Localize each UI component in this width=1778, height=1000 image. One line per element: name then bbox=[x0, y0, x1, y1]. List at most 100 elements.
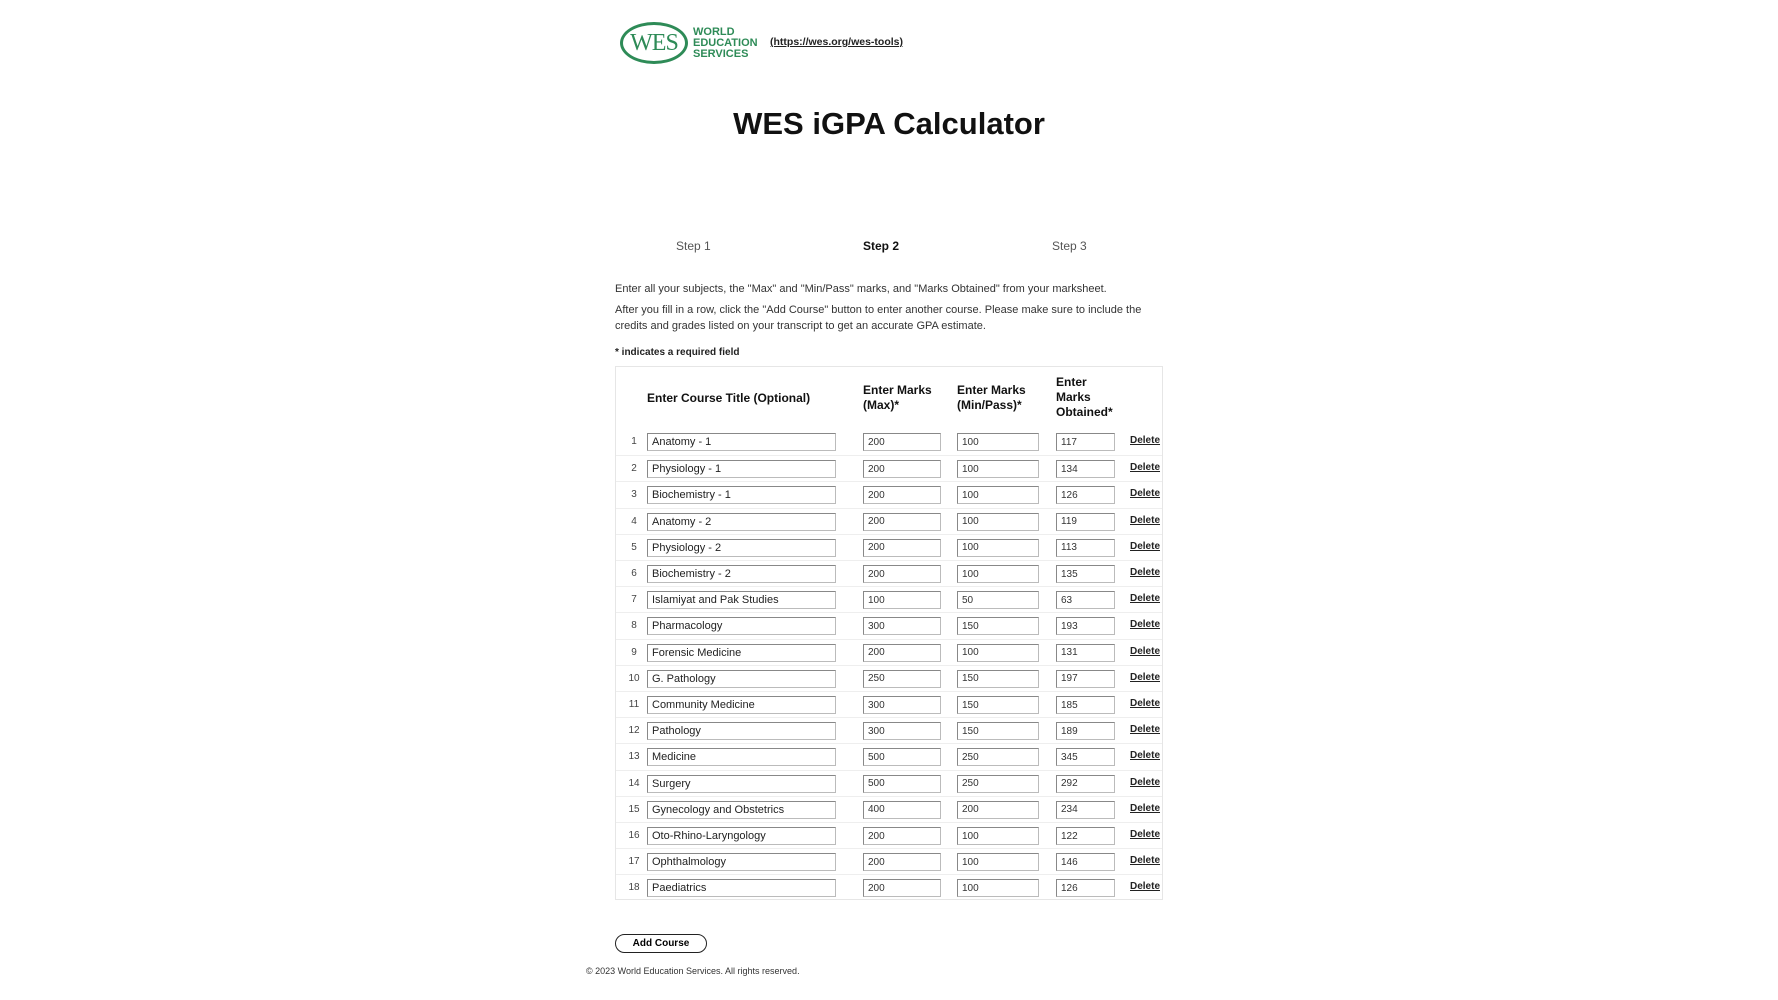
obtained-marks-input[interactable] bbox=[1056, 853, 1115, 872]
obtained-marks-input[interactable] bbox=[1056, 433, 1115, 451]
delete-row-link[interactable]: Delete bbox=[1130, 435, 1161, 446]
min-marks-input[interactable] bbox=[957, 748, 1039, 767]
obtained-marks-input[interactable] bbox=[1056, 800, 1115, 819]
max-marks-input[interactable] bbox=[863, 748, 941, 767]
min-marks-input[interactable] bbox=[957, 565, 1039, 583]
max-marks-input[interactable] bbox=[863, 486, 941, 505]
course-title-input[interactable]: G. Pathology bbox=[647, 669, 836, 688]
delete-row-link[interactable]: Delete bbox=[1130, 776, 1161, 788]
course-title-input[interactable]: Medicine bbox=[647, 748, 836, 767]
course-title-input[interactable]: Biochemistry - 2 bbox=[647, 565, 836, 583]
row-number: 9 bbox=[631, 646, 637, 658]
obtained-marks-input[interactable] bbox=[1056, 643, 1115, 662]
delete-row-link[interactable]: Delete bbox=[1130, 855, 1161, 867]
row-number: 16 bbox=[628, 830, 640, 841]
delete-row-link[interactable]: Delete bbox=[1130, 567, 1161, 578]
min-marks-input[interactable] bbox=[957, 800, 1039, 819]
min-marks-input[interactable] bbox=[957, 512, 1039, 531]
min-marks-input[interactable] bbox=[957, 591, 1039, 610]
obtained-marks-input[interactable] bbox=[1056, 696, 1115, 714]
min-marks-input[interactable] bbox=[957, 853, 1039, 872]
course-title-input[interactable]: Surgery bbox=[647, 774, 836, 793]
obtained-marks-input[interactable] bbox=[1056, 774, 1115, 793]
max-marks-input[interactable] bbox=[863, 643, 941, 662]
delete-row-link[interactable]: Delete bbox=[1130, 829, 1161, 840]
max-marks-input[interactable] bbox=[863, 591, 941, 610]
course-title-input[interactable]: Ophthalmology bbox=[647, 853, 836, 872]
min-marks-input[interactable] bbox=[957, 722, 1039, 741]
min-marks-input[interactable] bbox=[957, 879, 1039, 898]
obtained-marks-input[interactable] bbox=[1056, 669, 1115, 688]
delete-row-link[interactable]: Delete bbox=[1130, 488, 1161, 500]
delete-row-link[interactable]: Delete bbox=[1130, 698, 1161, 709]
delete-row-link[interactable]: Delete bbox=[1130, 750, 1161, 762]
course-title-input[interactable]: Paediatrics bbox=[647, 879, 836, 898]
max-marks-input[interactable] bbox=[863, 853, 941, 872]
course-title-input[interactable]: Physiology - 2 bbox=[647, 538, 836, 557]
max-marks-input[interactable] bbox=[863, 512, 941, 531]
footer-copyright: © 2023 World Education Services. All rig… bbox=[586, 966, 800, 976]
obtained-marks-input[interactable] bbox=[1056, 879, 1115, 898]
max-marks-input[interactable] bbox=[863, 433, 941, 451]
obtained-marks-input[interactable] bbox=[1056, 722, 1115, 741]
delete-row-link[interactable]: Delete bbox=[1130, 802, 1161, 814]
course-title-input[interactable]: Islamiyat and Pak Studies bbox=[647, 591, 836, 610]
min-marks-input[interactable] bbox=[957, 774, 1039, 793]
course-title-input[interactable]: Gynecology and Obstetrics bbox=[647, 800, 836, 819]
obtained-marks-input[interactable] bbox=[1056, 565, 1115, 583]
obtained-marks-input[interactable] bbox=[1056, 617, 1115, 636]
max-marks-input[interactable] bbox=[863, 696, 941, 714]
delete-row-link[interactable]: Delete bbox=[1130, 881, 1161, 893]
delete-row-link[interactable]: Delete bbox=[1130, 593, 1161, 605]
max-marks-input[interactable] bbox=[863, 800, 941, 819]
delete-row-link[interactable]: Delete bbox=[1130, 514, 1161, 526]
max-marks-input[interactable] bbox=[863, 669, 941, 688]
table-row: 12 Pathology Delete bbox=[616, 717, 1162, 743]
course-title-input[interactable]: Anatomy - 1 bbox=[647, 433, 836, 451]
course-title-input[interactable]: Pathology bbox=[647, 722, 836, 741]
delete-row-link[interactable]: Delete bbox=[1130, 671, 1161, 683]
max-marks-input[interactable] bbox=[863, 827, 941, 845]
max-marks-input[interactable] bbox=[863, 879, 941, 898]
min-marks-input[interactable] bbox=[957, 669, 1039, 688]
min-marks-input[interactable] bbox=[957, 617, 1039, 636]
delete-row-link[interactable]: Delete bbox=[1130, 462, 1161, 474]
title-light: WES bbox=[733, 106, 804, 141]
min-marks-input[interactable] bbox=[957, 827, 1039, 845]
max-marks-input[interactable] bbox=[863, 774, 941, 793]
min-marks-input[interactable] bbox=[957, 460, 1039, 479]
obtained-marks-input[interactable] bbox=[1056, 748, 1115, 767]
add-course-button[interactable]: Add Course bbox=[615, 934, 707, 953]
course-title-input[interactable]: Community Medicine bbox=[647, 696, 836, 714]
row-number: 7 bbox=[631, 594, 637, 606]
table-row: 14 Surgery Delete bbox=[616, 769, 1162, 796]
delete-row-link[interactable]: Delete bbox=[1130, 724, 1161, 736]
max-marks-input[interactable] bbox=[863, 722, 941, 741]
obtained-marks-input[interactable] bbox=[1056, 460, 1115, 479]
max-marks-input[interactable] bbox=[863, 565, 941, 583]
min-marks-input[interactable] bbox=[957, 538, 1039, 557]
course-title-input[interactable]: Forensic Medicine bbox=[647, 643, 836, 662]
course-title-input[interactable]: Pharmacology bbox=[647, 617, 836, 636]
obtained-marks-input[interactable] bbox=[1056, 827, 1115, 845]
min-marks-input[interactable] bbox=[957, 433, 1039, 451]
wes-tools-link[interactable]: (https://wes.org/wes-tools) bbox=[770, 36, 904, 48]
max-marks-input[interactable] bbox=[863, 617, 941, 636]
delete-row-link[interactable]: Delete bbox=[1130, 540, 1161, 552]
min-marks-input[interactable] bbox=[957, 696, 1039, 714]
delete-row-link[interactable]: Delete bbox=[1130, 619, 1161, 631]
course-title-input[interactable]: Physiology - 1 bbox=[647, 460, 836, 479]
course-title-input[interactable]: Anatomy - 2 bbox=[647, 512, 836, 531]
min-marks-input[interactable] bbox=[957, 643, 1039, 662]
obtained-marks-input[interactable] bbox=[1056, 591, 1115, 610]
delete-row-link[interactable]: Delete bbox=[1130, 645, 1161, 657]
obtained-marks-input[interactable] bbox=[1056, 538, 1115, 557]
max-marks-input[interactable] bbox=[863, 460, 941, 479]
obtained-marks-input[interactable] bbox=[1056, 512, 1115, 531]
min-marks-input[interactable] bbox=[957, 486, 1039, 505]
obtained-marks-input[interactable] bbox=[1056, 486, 1115, 505]
row-number: 6 bbox=[631, 568, 637, 579]
course-title-input[interactable]: Oto-Rhino-Laryngology bbox=[647, 827, 836, 845]
max-marks-input[interactable] bbox=[863, 538, 941, 557]
course-title-input[interactable]: Biochemistry - 1 bbox=[647, 486, 836, 505]
